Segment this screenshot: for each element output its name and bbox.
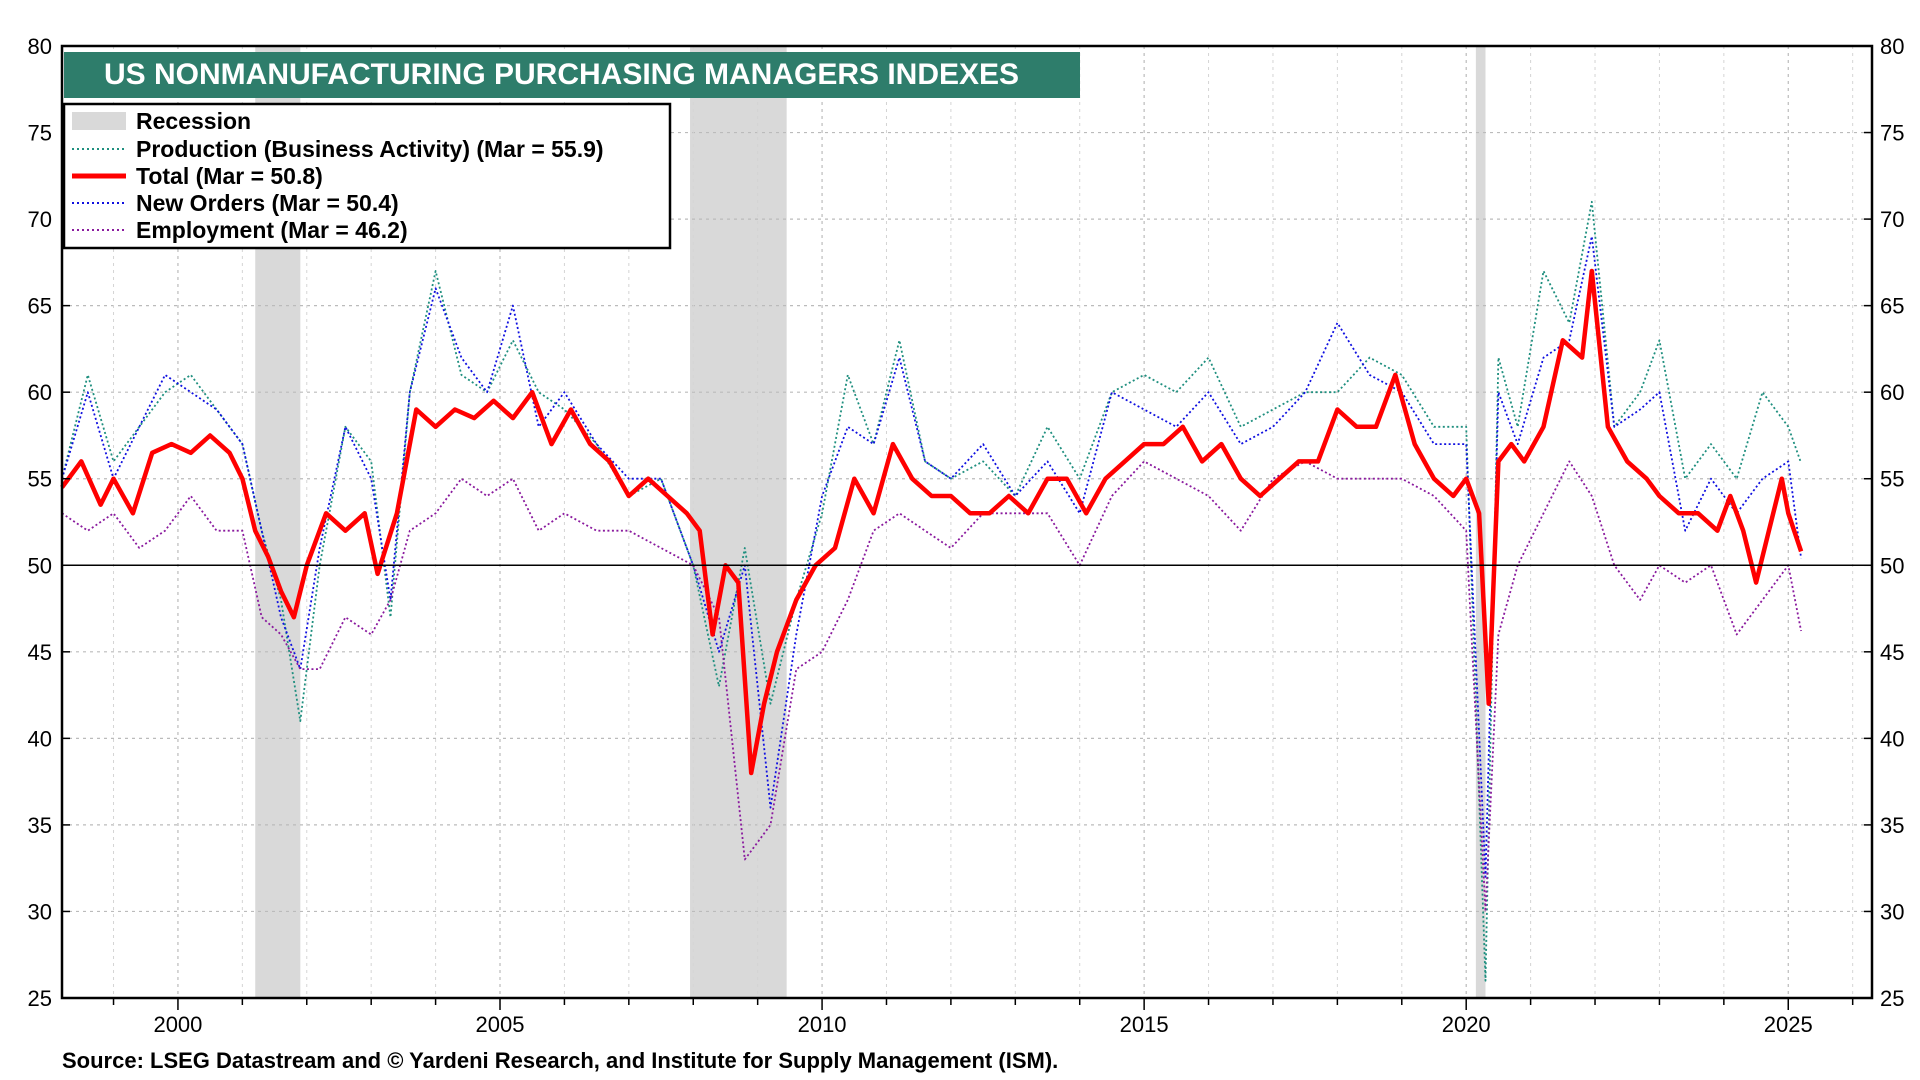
x-tick-label-2015: 2015 (1120, 1012, 1169, 1037)
x-tick-label-2010: 2010 (798, 1012, 847, 1037)
legend-label-production: Production (Business Activity) (Mar = 55… (136, 136, 604, 162)
y-tick-label-right-35: 35 (1880, 813, 1904, 838)
recession-band-1 (690, 46, 787, 998)
y-tick-label-left-40: 40 (28, 726, 52, 751)
y-tick-label-left-45: 45 (28, 640, 52, 665)
x-axis: 2000 2005 2010 2015 2020 2025 (112, 998, 1854, 1037)
legend-label-employment: Employment (Mar = 46.2) (136, 217, 408, 243)
y-tick-label-right-60: 60 (1880, 380, 1904, 405)
y-tick-label-left-70: 70 (28, 207, 52, 232)
x-tick-label-2005: 2005 (476, 1012, 525, 1037)
y-tick-label-right-70: 70 (1880, 207, 1904, 232)
y-tick-label-right-50: 50 (1880, 553, 1904, 578)
y-tick-label-left-60: 60 (28, 380, 52, 405)
y-tick-label-left-65: 65 (28, 294, 52, 319)
y-tick-label-right-40: 40 (1880, 726, 1904, 751)
chart-title-banner: US NONMANUFACTURING PURCHASING MANAGERS … (64, 52, 1080, 98)
y-tick-label-right-65: 65 (1880, 294, 1904, 319)
legend: Recession Production (Business Activity)… (62, 102, 672, 250)
y-axis-right: 25 30 35 40 45 50 55 60 65 70 75 80 (1864, 34, 1904, 1011)
plot-area (60, 44, 1874, 1000)
y-tick-label-left-25: 25 (28, 986, 52, 1011)
legend-swatch-recession (72, 112, 126, 130)
series-line-employment (61, 460, 1802, 913)
y-tick-label-right-30: 30 (1880, 899, 1904, 924)
y-tick-label-left-55: 55 (28, 467, 52, 492)
y-tick-label-right-25: 25 (1880, 986, 1904, 1011)
y-tick-label-right-80: 80 (1880, 34, 1904, 59)
series-lines (60, 200, 1804, 982)
x-tick-label-2025: 2025 (1764, 1012, 1813, 1037)
y-tick-label-left-35: 35 (28, 813, 52, 838)
source-note: Source: LSEG Datastream and © Yardeni Re… (62, 1048, 1058, 1073)
y-tick-label-right-45: 45 (1880, 640, 1904, 665)
legend-label-total: Total (Mar = 50.8) (136, 163, 323, 189)
y-tick-label-right-55: 55 (1880, 467, 1904, 492)
series-line-total (60, 268, 1804, 776)
x-tick-label-2000: 2000 (153, 1012, 202, 1037)
y-tick-label-left-80: 80 (28, 34, 52, 59)
y-tick-label-left-50: 50 (28, 553, 52, 578)
series-line-new-orders (61, 235, 1802, 878)
x-tick-label-2020: 2020 (1442, 1012, 1491, 1037)
y-axis-left: 25 30 35 40 45 50 55 60 65 70 75 80 (28, 34, 70, 1011)
series-line-production (61, 200, 1802, 982)
legend-label-recession: Recession (136, 108, 251, 134)
chart-title: US NONMANUFACTURING PURCHASING MANAGERS … (104, 58, 1019, 91)
y-tick-label-right-75: 75 (1880, 121, 1904, 146)
legend-label-new-orders: New Orders (Mar = 50.4) (136, 190, 399, 216)
y-tick-label-left-30: 30 (28, 899, 52, 924)
y-tick-label-left-75: 75 (28, 121, 52, 146)
